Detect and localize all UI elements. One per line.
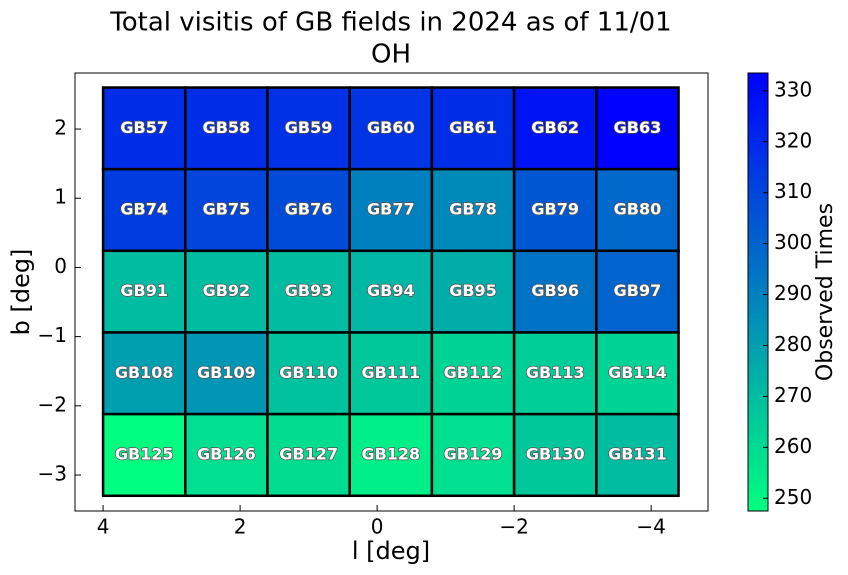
heatmap-cell [101, 86, 187, 171]
heatmap-cell [184, 249, 269, 334]
cell-label: GB58 [203, 118, 251, 137]
cell-label: GB74 [120, 200, 168, 219]
cell-label: GB97 [614, 281, 662, 300]
cell-label: GB94 [367, 281, 415, 300]
cell-label: GB108 [115, 363, 174, 382]
cell-label: GB92 [203, 281, 251, 300]
colorbar-tick-label: 250 [774, 485, 812, 509]
colorbar-tick-label: 270 [774, 383, 812, 407]
cell-label: GB91 [120, 281, 168, 300]
heatmap-cell [512, 249, 598, 334]
cell-label: GB76 [285, 200, 333, 219]
heatmap-cell [184, 331, 269, 416]
colorbar-tick-label: 320 [774, 128, 812, 152]
heatmap-cell [266, 249, 351, 334]
cell-label: GB130 [526, 444, 585, 463]
cell-label: GB109 [197, 363, 256, 382]
cell-label: GB62 [531, 118, 579, 137]
heatmap-cell [430, 249, 516, 334]
cell-label: GB77 [367, 200, 415, 219]
cell-label: GB96 [531, 281, 579, 300]
colorbar-tick-label: 290 [774, 281, 812, 305]
x-tick-label: 0 [371, 515, 384, 539]
cell-label: GB128 [361, 444, 420, 463]
cell-label: GB129 [444, 444, 503, 463]
heatmap-cell [430, 167, 516, 253]
cell-label: GB80 [614, 200, 662, 219]
y-tick-label: −2 [38, 392, 67, 416]
y-tick-label: −3 [38, 462, 67, 486]
colorbar-label: Observed Times [813, 203, 838, 381]
colorbar [747, 72, 769, 512]
colorbar-tick-label: 260 [774, 434, 812, 458]
chart-subtitle: OH [371, 40, 411, 70]
y-tick-label: 2 [54, 116, 67, 140]
colorbar-tick-label: 300 [774, 230, 812, 254]
heatmap-cell [101, 412, 187, 498]
y-tick-label: −1 [38, 323, 67, 347]
cell-label: GB63 [614, 118, 662, 137]
cell-label: GB110 [279, 363, 338, 382]
heatmap-cell [595, 167, 680, 253]
heatmap-cell [595, 249, 680, 334]
cell-label: GB113 [526, 363, 585, 382]
heatmap-cell [512, 331, 598, 416]
colorbar-tick-label: 310 [774, 179, 812, 203]
cell-label: GB93 [285, 281, 333, 300]
cell-label: GB131 [608, 444, 667, 463]
y-tick-label: 1 [54, 185, 67, 209]
colorbar-tick-label: 280 [774, 332, 812, 356]
cell-label: GB112 [444, 363, 503, 382]
x-tick-label: 4 [97, 515, 110, 539]
y-tick-label: 0 [54, 254, 67, 278]
heatmap-cell [266, 412, 351, 498]
cell-label: GB59 [285, 118, 333, 137]
x-tick-label: 2 [234, 515, 247, 539]
heatmap-cell [512, 86, 598, 171]
heatmap-cell [101, 167, 187, 253]
y-axis-label: b [deg] [7, 249, 35, 336]
cell-label: GB60 [367, 118, 415, 137]
cell-label: GB95 [449, 281, 497, 300]
cell-label: GB75 [203, 200, 251, 219]
heatmap-cell [101, 331, 187, 416]
cell-label: GB78 [449, 200, 497, 219]
cell-label: GB126 [197, 444, 256, 463]
x-axis-label: l [deg] [352, 537, 430, 565]
heatmap-cell [184, 86, 269, 171]
x-tick-label: −2 [499, 515, 528, 539]
heatmap-cell [595, 412, 680, 498]
cell-label: GB111 [361, 363, 420, 382]
colorbar-tick-label: 330 [774, 77, 812, 101]
cell-label: GB57 [120, 118, 168, 137]
cell-label: GB61 [449, 118, 497, 137]
heatmap-cell [266, 167, 351, 253]
heatmap-cell [512, 412, 598, 498]
plot-frame [74, 72, 709, 512]
cell-label: GB79 [531, 200, 579, 219]
chart-title: Total visitis of GB fields in 2024 as of… [109, 8, 671, 38]
cell-label: GB127 [279, 444, 338, 463]
cell-label: GB114 [608, 363, 667, 382]
cell-label: GB125 [115, 444, 174, 463]
x-tick-label: −4 [636, 515, 665, 539]
